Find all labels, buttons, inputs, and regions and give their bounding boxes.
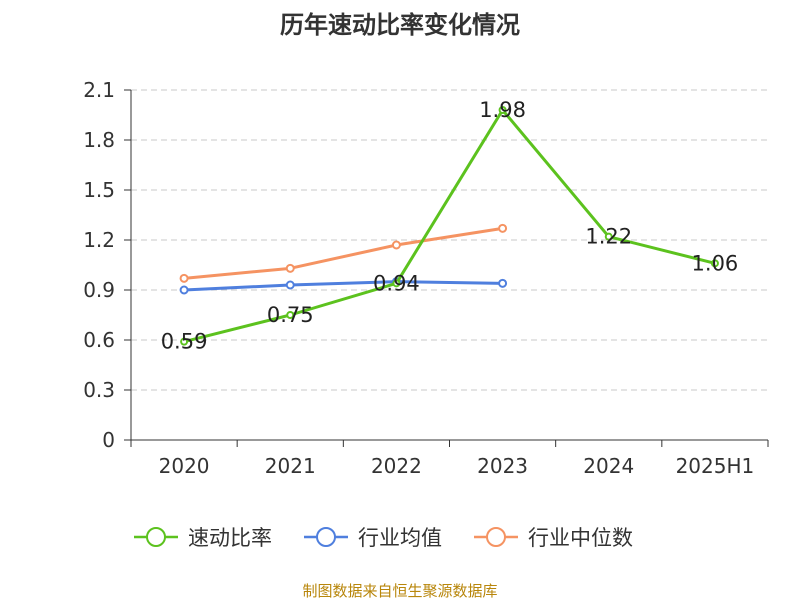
legend-label: 行业中位数 — [528, 526, 633, 550]
data-point — [179, 273, 189, 283]
legend-marker — [316, 527, 336, 547]
legend-item-1[interactable]: 行业均值 — [304, 526, 442, 550]
x-tick-label: 2022 — [371, 454, 422, 478]
data-point — [392, 279, 401, 288]
data-labels: 0.59 0.75 0.94 1.98 1.22 1.06 — [161, 98, 739, 354]
series-line-2 — [183, 226, 503, 280]
data-point — [498, 106, 507, 114]
x-tick-label: 2020 — [159, 454, 210, 478]
data-point — [285, 280, 295, 290]
axes: 0 0.3 0.6 0.9 1.2 1.5 1.8 2.1 2020 2021 2022 2023 20… — [83, 78, 769, 478]
series-line-0 — [183, 108, 716, 344]
x-tick-label: 2025H1 — [676, 454, 755, 478]
data-label: 1.06 — [692, 251, 739, 275]
legend-item-2[interactable]: 行业中位数 — [474, 526, 633, 550]
data-label: 0.59 — [161, 330, 208, 354]
x-tick-label: 2021 — [265, 454, 316, 478]
y-tick-label: 1.5 — [83, 178, 115, 202]
x-tick-label: 2024 — [583, 454, 634, 478]
chart-title: 历年速动比率变化情况 — [280, 11, 520, 39]
y-tick-label: 0.6 — [83, 328, 115, 352]
y-tick-label: 2.1 — [83, 78, 115, 102]
data-label: 1.22 — [585, 225, 632, 249]
data-point — [285, 263, 295, 273]
x-tick-label: 2023 — [477, 454, 528, 478]
y-tick-label: 0.3 — [83, 378, 115, 402]
data-point — [498, 223, 508, 233]
source-note: 制图数据来自恒生聚源数据库 — [302, 582, 497, 600]
data-point — [179, 285, 189, 295]
legend[interactable]: 速动比率 行业均值 行业中位数 — [134, 526, 633, 550]
data-point — [391, 240, 401, 250]
data-point — [498, 278, 508, 288]
y-tick-label: 1.2 — [83, 228, 115, 252]
data-label: 0.94 — [373, 271, 420, 295]
data-point — [710, 259, 719, 268]
series — [179, 106, 719, 346]
legend-marker — [486, 527, 506, 547]
legend-item-0[interactable]: 速动比率 — [134, 526, 272, 550]
data-point — [286, 311, 295, 319]
series-line-1 — [184, 280, 503, 292]
data-label: 0.75 — [267, 303, 314, 327]
y-tick-label: 1.8 — [83, 128, 115, 152]
data-label: 1.98 — [479, 98, 526, 122]
data-point — [604, 232, 613, 241]
legend-label: 速动比率 — [188, 526, 272, 550]
y-tick-label: 0 — [102, 428, 115, 452]
legend-label: 行业均值 — [358, 526, 442, 550]
legend-marker — [146, 527, 166, 547]
grid — [131, 89, 768, 391]
y-tick-label: 0.9 — [83, 278, 115, 302]
data-point — [180, 337, 189, 346]
